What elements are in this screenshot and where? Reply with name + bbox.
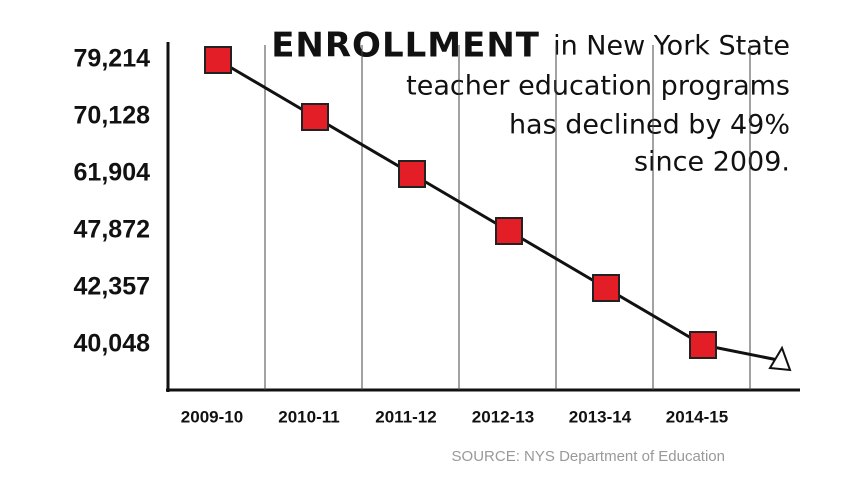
marker	[398, 160, 426, 188]
x-tick-label: 2012-13	[472, 407, 534, 426]
y-tick-label: 42,357	[74, 273, 150, 301]
annotation-line: teacher education programs	[406, 71, 790, 102]
y-tick-label: 40,048	[74, 330, 151, 358]
annotation-line: has declined by 49%	[509, 110, 790, 141]
source: SOURCE: NYS Department of Education	[452, 448, 725, 465]
annotation-heading: ENROLLMENT	[271, 26, 540, 66]
annotation-line: in New York State	[553, 31, 790, 62]
marker	[592, 274, 620, 302]
annotation-line: since 2009.	[634, 147, 790, 178]
x-tick-label: 2009-10	[181, 407, 243, 426]
marker	[689, 331, 717, 359]
marker	[204, 46, 232, 74]
y-tick-label: 47,872	[74, 216, 150, 244]
y-tick-label: 79,214	[74, 45, 151, 73]
x-tick-label: 2010-11	[278, 407, 339, 426]
arrow-head	[768, 345, 792, 372]
y-tick-label: 61,904	[74, 159, 151, 187]
x-tick-label: 2014-15	[666, 407, 728, 426]
line	[217, 58, 704, 347]
marker	[301, 103, 329, 131]
x-tick-label: 2011-12	[375, 407, 436, 426]
marker	[495, 217, 523, 245]
x-tick-label: 2013-14	[569, 407, 632, 426]
y-tick-label: 70,128	[74, 102, 151, 130]
